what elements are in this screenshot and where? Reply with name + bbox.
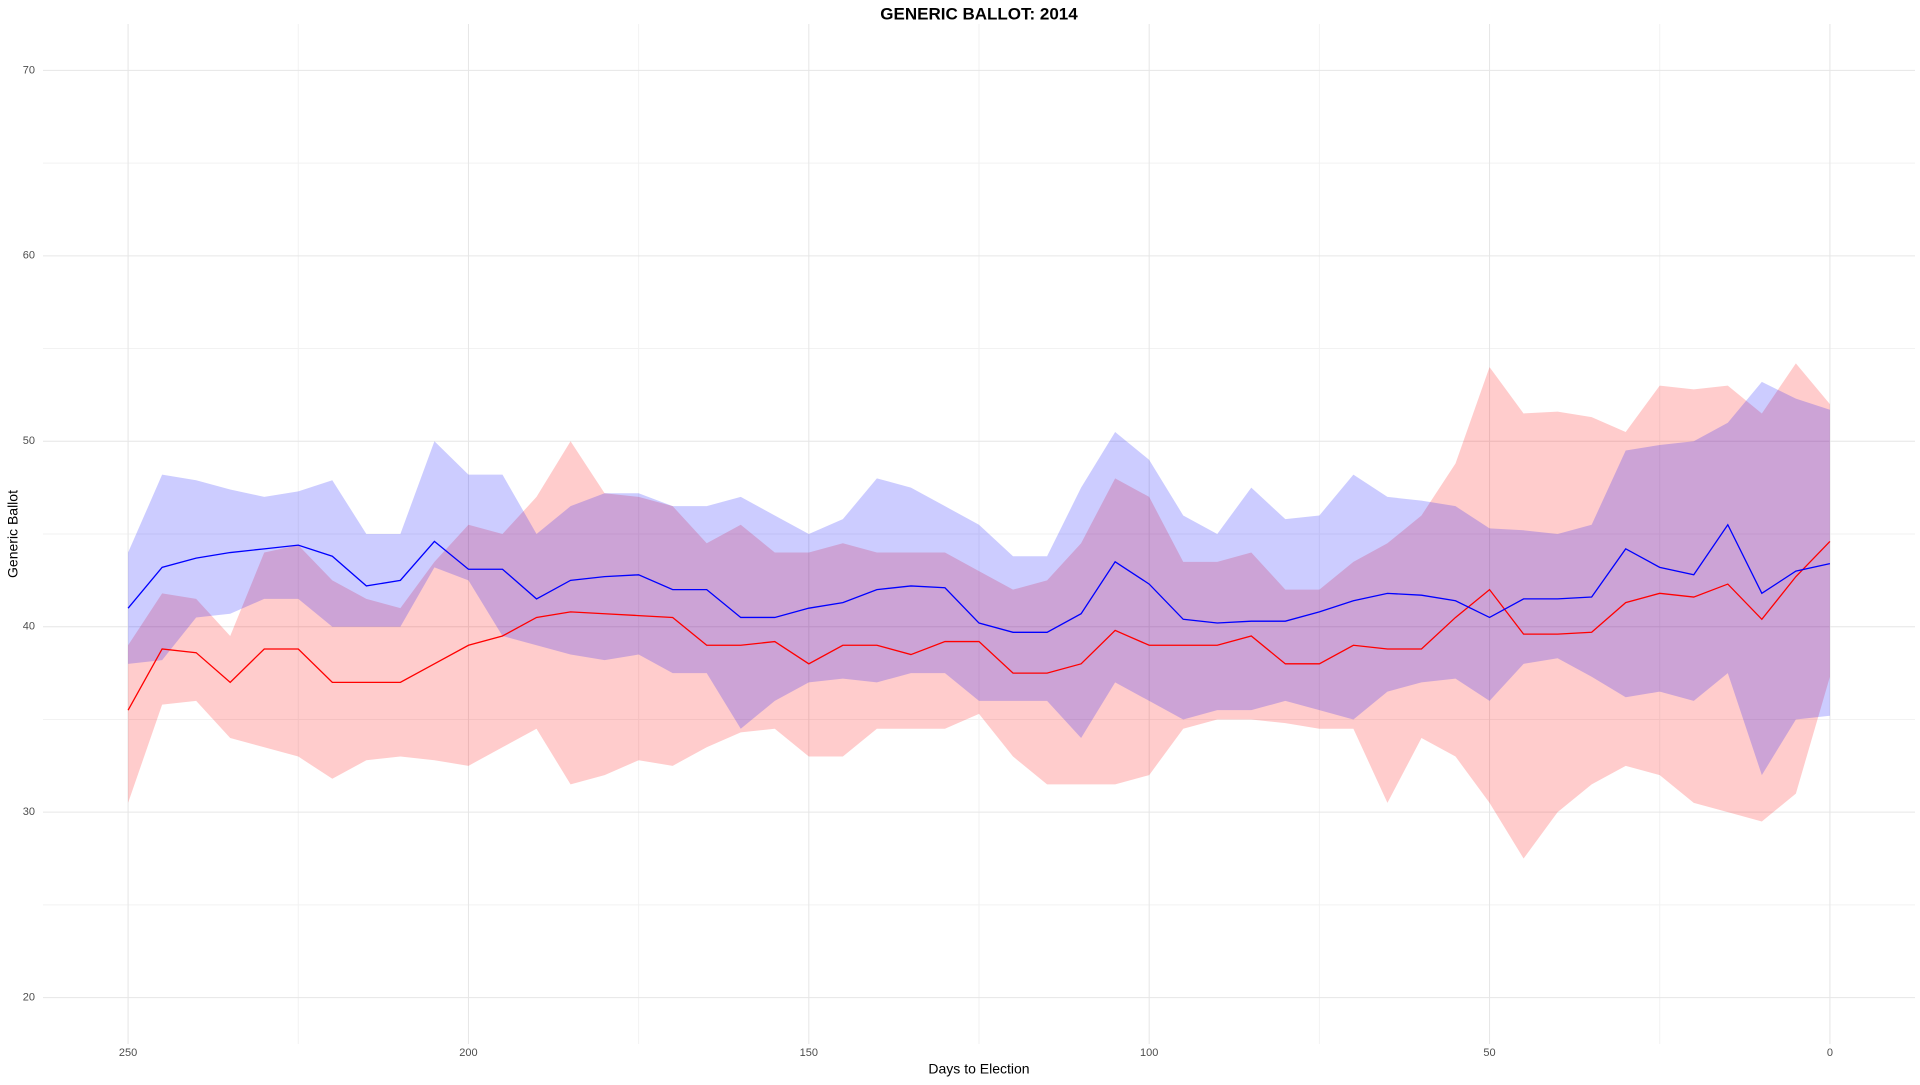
x-tick-label: 50: [1483, 1047, 1495, 1059]
x-tick-label: 100: [1140, 1047, 1158, 1059]
x-tick-label: 0: [1827, 1047, 1833, 1059]
line: [127, 540, 1831, 711]
y-tick-label: 30: [23, 806, 35, 818]
x-tick-label: 250: [119, 1047, 137, 1059]
y-tick-label: 40: [23, 621, 35, 633]
x-axis-label: Days to Election: [928, 1061, 1029, 1077]
confidence-band: [128, 381, 1830, 776]
y-tick-label: 70: [23, 64, 35, 76]
y-tick-label: 20: [23, 992, 35, 1004]
x-tick-label: 200: [459, 1047, 477, 1059]
x-tick-label: 150: [800, 1047, 818, 1059]
line: [127, 523, 1831, 633]
y-tick-label: 60: [23, 250, 35, 262]
chart-title: GENERIC BALLOT: 2014: [880, 4, 1078, 23]
confidence-band: [128, 363, 1830, 859]
y-tick-label: 50: [23, 435, 35, 447]
y-axis-label: Generic Ballot: [5, 490, 21, 578]
